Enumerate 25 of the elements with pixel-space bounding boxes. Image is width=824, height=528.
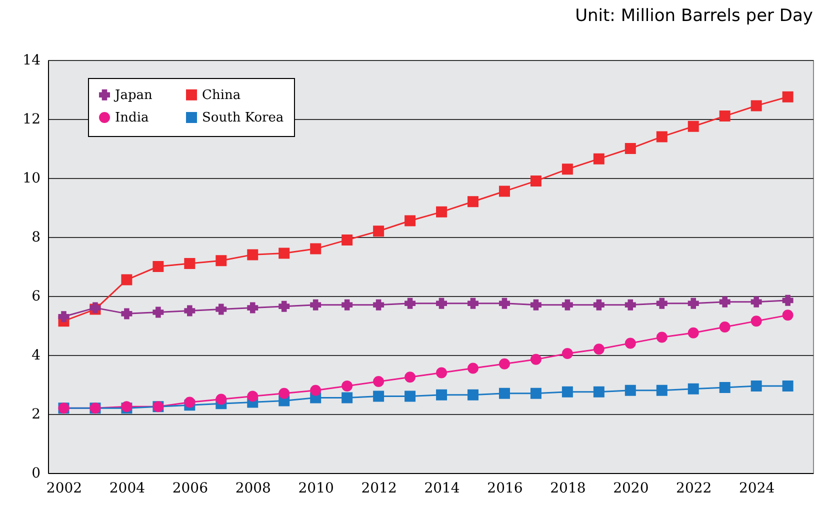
y-tick-label: 0 [32, 466, 40, 482]
chart-title: Unit: Million Barrels per Day [575, 6, 813, 26]
y-tick-label: 4 [32, 348, 41, 364]
x-tick-label: 2002 [46, 480, 82, 496]
x-tick-label: 2006 [172, 480, 208, 496]
x-tick-label: 2024 [739, 480, 775, 496]
y-tick-label: 2 [32, 406, 40, 422]
y-tick-label: 8 [32, 230, 40, 246]
legend-label: China [202, 88, 241, 103]
y-tick-label: 12 [22, 112, 40, 128]
legend-label: South Korea [202, 110, 284, 126]
legend-label: Japan [113, 88, 154, 103]
x-tick-label: 2012 [361, 480, 397, 496]
x-tick-label: 2020 [613, 480, 649, 496]
x-tick-label: 2004 [109, 480, 146, 496]
x-tick-label: 2018 [550, 480, 586, 496]
x-tick-label: 2016 [487, 480, 523, 496]
x-tick-label: 2008 [235, 480, 271, 496]
y-tick-label: 6 [32, 288, 41, 304]
x-tick-label: 2010 [298, 480, 334, 496]
y-tick-label: 14 [22, 52, 41, 68]
legend-label: India [115, 110, 149, 126]
y-tick-label: 10 [22, 170, 40, 186]
x-tick-label: 2022 [676, 480, 712, 496]
x-tick-label: 2014 [424, 480, 460, 496]
